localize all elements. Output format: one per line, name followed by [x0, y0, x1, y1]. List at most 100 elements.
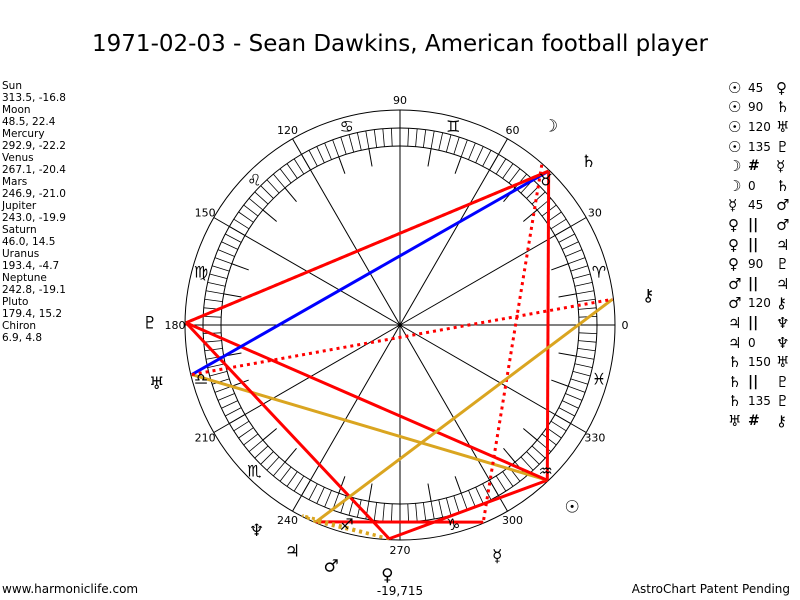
- hatch-mark: [348, 134, 355, 153]
- hatch-mark: [460, 493, 468, 511]
- planet-position-list: Sun 313.5, -16.8 Moon 48.5, 22.4 Mercury 292.…: [2, 80, 66, 344]
- aspect-row: ♀ || ♃: [728, 235, 789, 255]
- hatch-mark: [407, 128, 409, 147]
- zodiac-sign-icon: ♉: [538, 170, 552, 189]
- planet-glyph-icon: ♇: [776, 392, 790, 411]
- degree-label: 0: [622, 319, 629, 332]
- hatch-mark: [233, 420, 250, 432]
- hatch-mark: [550, 218, 567, 230]
- hatch-mark: [576, 290, 595, 295]
- hatch-mark: [502, 471, 514, 487]
- hatch-mark: [204, 298, 223, 303]
- planet-position: 243.0, -19.9: [2, 212, 66, 224]
- hatch-mark: [568, 385, 586, 393]
- spoke-line: [399, 324, 587, 433]
- hatch-mark: [316, 487, 325, 504]
- hatch-mark: [574, 281, 593, 287]
- hatch-mark: [482, 150, 492, 167]
- hatch-mark: [233, 218, 250, 230]
- aspect-row: ☉ 135 ♇: [728, 137, 789, 157]
- hatch-mark: [260, 185, 274, 199]
- hatch-mark: [415, 128, 418, 147]
- hatch-mark: [438, 132, 444, 151]
- hatch-mark: [495, 475, 507, 492]
- hatch-mark: [574, 363, 593, 369]
- planet-glyph-icon: ♂: [776, 196, 790, 215]
- hatch-mark: [316, 146, 325, 163]
- planet-glyph-icon: ♀: [728, 255, 739, 274]
- hatch-mark: [293, 475, 305, 492]
- aspect-row: ☽ # ☿: [728, 156, 789, 176]
- degree-tick: [338, 476, 346, 494]
- hatch-mark: [495, 158, 507, 175]
- hatch-mark: [568, 257, 586, 265]
- website-link[interactable]: www.harmoniclife.com: [2, 582, 139, 596]
- aspect-row: ♄ 135 ♇: [728, 392, 789, 412]
- planet-glyph-icon: ☽: [728, 176, 742, 195]
- zodiac-sign-icon: ♈: [592, 263, 606, 282]
- planet-position: 6.9, 4.8: [2, 332, 43, 344]
- planet-glyph-icon: ☿: [728, 196, 738, 215]
- planet-position: 193.4, -4.7: [2, 260, 60, 272]
- degree-tick: [523, 209, 538, 222]
- zodiac-sign-icon: ♍: [194, 263, 208, 282]
- hatch-mark: [578, 307, 597, 310]
- hatch-mark: [266, 456, 280, 471]
- aspect-type: 90: [748, 100, 764, 115]
- planet-name: Chiron: [2, 320, 37, 332]
- planet-glyph-icon: ♃: [776, 235, 790, 254]
- planet-name: Pluto: [2, 296, 29, 308]
- planet-glyph-icon: ♄: [776, 176, 790, 195]
- planet-sun-icon: ☉: [564, 497, 579, 517]
- planet-name: Uranus: [2, 248, 40, 260]
- planet-name: Moon: [2, 104, 31, 116]
- aspect-row: ♅ # ⚷: [728, 411, 789, 431]
- degree-label: 150: [195, 207, 216, 220]
- planet-glyph-icon: ♇: [776, 372, 790, 391]
- hatch-mark: [422, 502, 427, 521]
- hatch-mark: [209, 273, 228, 280]
- degree-tick: [427, 148, 432, 167]
- planet-glyph-icon: ♇: [776, 137, 790, 156]
- aspect-type: 135: [748, 139, 771, 154]
- hatch-mark: [430, 130, 435, 149]
- aspect-line-mars-chiron: [315, 298, 614, 524]
- degree-label: 240: [277, 514, 298, 527]
- planet-glyph-icon: ♀: [776, 78, 787, 97]
- hatch-mark: [273, 173, 286, 189]
- planet-jupiter-icon: ♃: [285, 542, 300, 562]
- degree-label: 330: [584, 432, 605, 445]
- hatch-mark: [248, 198, 264, 211]
- wheel-labels: 0 30 60 90 120 150 180 210 240 270 300 330 ♈ ♉ ♊ ♋ ♌ ♍ ♎ ♏ ♐…: [142, 94, 654, 598]
- aspect-type: ||: [748, 216, 759, 233]
- aspect-type: 45: [748, 198, 764, 213]
- aspect-row: ♂ || ♃: [728, 274, 789, 294]
- aspect-line-sun-pluto: [185, 321, 548, 482]
- hatch-mark: [211, 265, 230, 272]
- aspect-type: ||: [748, 314, 759, 331]
- degree-tick: [284, 448, 297, 463]
- hatch-mark: [225, 233, 242, 243]
- hatch-mark: [221, 400, 238, 409]
- planet-mercury-icon: ☿: [492, 546, 502, 566]
- hatch-mark: [243, 204, 259, 217]
- planet-glyph-icon: ♄: [728, 353, 742, 372]
- hatch-mark: [254, 191, 269, 205]
- planet-glyph-icon: ☽: [728, 157, 742, 176]
- aspect-type: 135: [748, 394, 771, 409]
- degree-tick: [558, 352, 577, 357]
- hatch-mark: [324, 142, 332, 160]
- planet-neptune-icon: ♆: [249, 521, 264, 541]
- aspect-type: 45: [748, 80, 764, 95]
- hatch-mark: [562, 241, 579, 250]
- hatch-mark: [445, 134, 452, 153]
- planet-glyph-icon: ♆: [776, 333, 790, 352]
- hatch-mark: [221, 241, 238, 250]
- degree-label: 300: [502, 514, 523, 527]
- degree-tick: [427, 483, 432, 502]
- planet-uranus-icon: ♅: [149, 374, 164, 394]
- planet-name: Mercury: [2, 128, 45, 140]
- hatch-mark: [214, 257, 232, 265]
- hatch-mark: [214, 385, 232, 393]
- planet-position: 292.9, -22.2: [2, 140, 66, 152]
